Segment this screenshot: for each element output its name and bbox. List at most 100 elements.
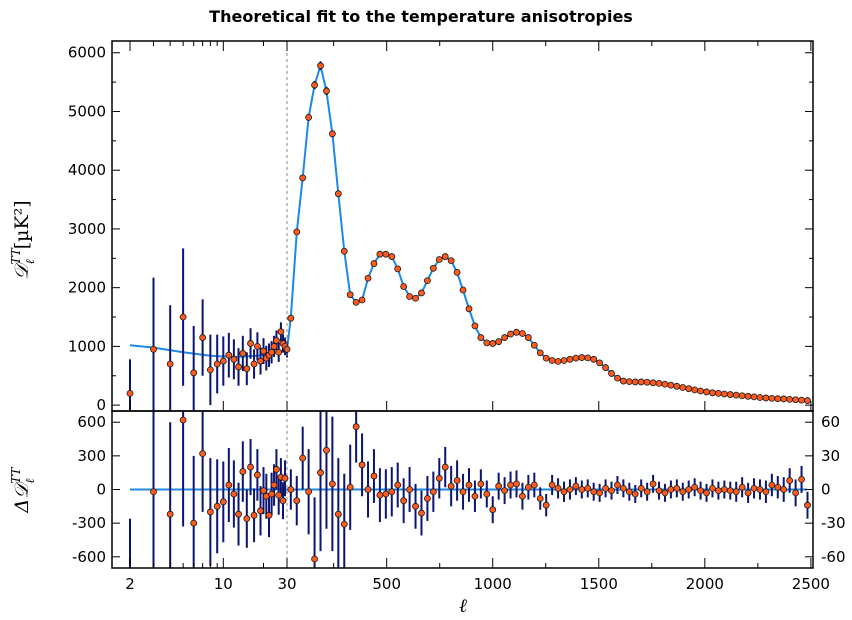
chart-title: Theoretical fit to the temperature aniso… [209,7,633,26]
residual-point [239,468,247,475]
residual-point [179,416,187,424]
residual-point [530,481,538,489]
residual-point [247,463,254,471]
top-ytick-label: 4000 [68,161,106,179]
bottom-left-ytick-label: 300 [77,447,106,465]
bottom-left-ytick-label: 600 [77,413,106,431]
residual-point [281,474,289,482]
bottom-ylabel: Δ𝒟TTℓ [9,466,37,513]
residual-point [804,501,811,509]
data-point [435,256,443,263]
data-point [495,338,503,346]
residual-point [732,488,740,496]
residual-point [744,489,752,497]
model-curve [129,61,811,402]
top-ylabel-sub: ℓ [23,259,37,264]
top-ylabel-sup: TT [9,247,23,264]
residual-point [279,497,287,505]
residual-point [429,488,437,496]
data-point [447,257,455,265]
residual-point [554,484,562,492]
data-point [235,363,242,371]
data-point [519,330,526,337]
residual-point [720,486,728,493]
x-tick-label: 1000 [474,575,512,593]
residual-point [235,510,242,518]
residual-point [786,477,794,484]
data-point [412,294,419,302]
residual-point [471,492,479,500]
residual-point [608,487,615,495]
data-point [596,359,604,367]
top-ytick-label: 6000 [68,44,106,62]
x-tick-label: 10 [214,575,233,593]
residual-point [213,502,221,510]
residual-point [311,555,318,563]
residual-point [230,490,238,498]
top-ytick-label: 0 [96,396,106,414]
residual-point [524,483,532,491]
residual-point [643,488,651,496]
data-point [418,289,425,297]
residual-point [798,476,805,483]
data-point [323,87,330,95]
data-point [199,334,207,341]
residual-point [602,484,609,492]
svg-text:𝒟TTℓ[µK²]: 𝒟TTℓ [µK²] [9,200,37,279]
data-point [257,357,264,365]
data-point [293,228,301,236]
residual-point [614,481,621,489]
data-point [774,395,782,403]
residual-point [625,488,633,496]
data-point [489,340,497,347]
data-point [250,360,258,368]
residual-point [536,495,544,502]
data-point [225,351,233,359]
residual-point [774,483,782,491]
top-ytick-label: 5000 [68,102,106,120]
residual-point [340,520,348,528]
residual-point [358,461,366,469]
residual-point [750,484,758,492]
residual-point [566,486,574,493]
residual-point [578,486,586,493]
svg-text:Δ𝒟TTℓ: Δ𝒟TTℓ [9,466,37,513]
residual-point [756,486,764,493]
data-point [358,296,366,304]
data-point [268,348,275,356]
bottom-right-ytick-label: -30 [821,514,846,532]
data-point [715,389,722,397]
data-point [483,339,491,347]
residual-point [691,483,699,491]
data-point [756,394,764,401]
x-tick-label: 1500 [580,575,618,593]
residual-point [293,497,301,505]
data-point [352,298,360,306]
data-point [804,397,811,404]
data-point [311,81,318,89]
residual-point [250,511,258,519]
data-point [406,293,413,300]
data-point [459,286,467,294]
data-point [542,354,550,362]
data-point [679,384,687,391]
residual-point [738,483,746,491]
data-point [649,379,657,387]
data-point [277,328,285,336]
data-point [631,378,639,386]
data-point [625,378,633,386]
data-point [768,394,776,402]
top-ytick-label: 2000 [68,279,106,297]
residual-point [328,480,336,488]
bottom-ylabel-sub: ℓ [23,478,37,483]
data-point [273,337,280,344]
data-point [655,379,663,387]
data-point [213,360,221,368]
data-point [566,355,574,363]
x-tick-label: 2 [125,575,135,593]
residual-point [370,472,378,480]
residual-point [697,487,704,495]
data-point [219,357,227,365]
residual-point [305,488,313,496]
